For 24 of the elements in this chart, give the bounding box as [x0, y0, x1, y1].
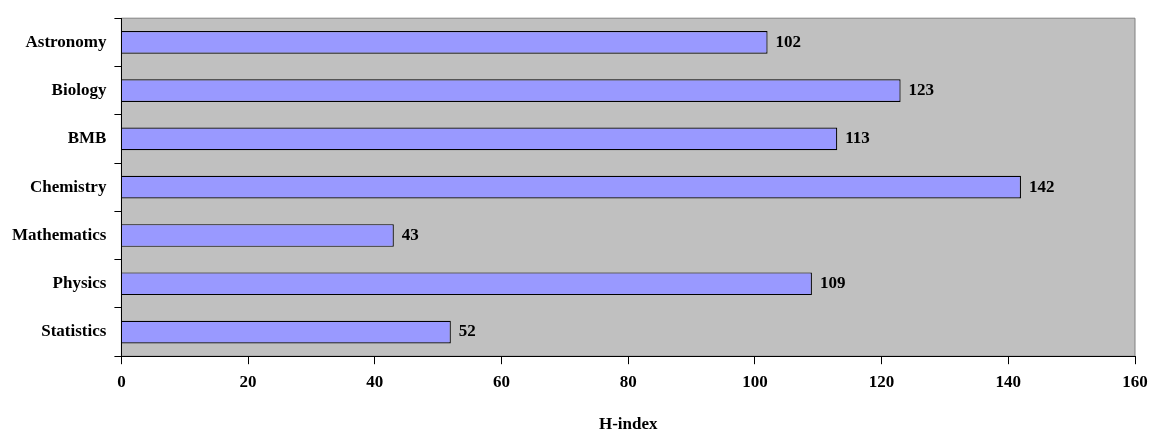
x-tick-label: 40: [366, 371, 384, 391]
data-label: 43: [401, 224, 419, 244]
data-label: 109: [819, 273, 846, 293]
x-tick-label: 140: [995, 371, 1022, 391]
data-label: 52: [458, 321, 476, 341]
x-tick-label: 0: [117, 371, 126, 391]
data-label: 113: [845, 128, 870, 148]
y-tick-label: Astronomy: [25, 31, 107, 51]
data-label: 142: [1028, 176, 1055, 196]
y-tick-label: BMB: [67, 128, 107, 148]
y-tick-label: Mathematics: [11, 224, 107, 244]
data-label: 123: [908, 80, 935, 100]
x-tick-label: 80: [619, 371, 637, 391]
data-label: 102: [775, 31, 802, 51]
y-tick-label: Chemistry: [29, 176, 107, 196]
y-tick-label: Biology: [51, 80, 107, 100]
x-tick-label: 100: [742, 371, 768, 391]
y-tick-label: Physics: [52, 273, 107, 293]
x-tick-label: 160: [1122, 371, 1148, 391]
x-tick-label: 120: [868, 371, 895, 391]
x-axis-title: H-index: [598, 414, 658, 434]
x-tick-label: 20: [239, 371, 257, 391]
y-tick-label: Statistics: [41, 321, 107, 341]
x-tick-label: 60: [493, 371, 511, 391]
